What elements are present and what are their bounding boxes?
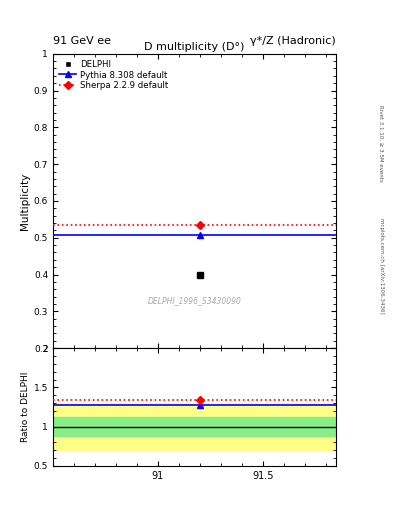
Y-axis label: Ratio to DELPHI: Ratio to DELPHI <box>21 372 29 442</box>
Y-axis label: Multiplicity: Multiplicity <box>20 173 29 229</box>
Text: 91 GeV ee: 91 GeV ee <box>53 36 111 46</box>
Legend: DELPHI, Pythia 8.308 default, Sherpa 2.2.9 default: DELPHI, Pythia 8.308 default, Sherpa 2.2… <box>57 58 170 92</box>
Title: D multiplicity (D°): D multiplicity (D°) <box>144 41 245 52</box>
Bar <box>53 403 336 450</box>
Text: DELPHI_1996_S3430090: DELPHI_1996_S3430090 <box>148 296 241 306</box>
Text: mcplots.cern.ch [arXiv:1306.3436]: mcplots.cern.ch [arXiv:1306.3436] <box>379 219 384 314</box>
Text: Rivet 3.1.10, ≥ 3.5M events: Rivet 3.1.10, ≥ 3.5M events <box>379 105 384 182</box>
Text: γ*/Z (Hadronic): γ*/Z (Hadronic) <box>250 36 336 46</box>
Bar <box>53 417 336 436</box>
